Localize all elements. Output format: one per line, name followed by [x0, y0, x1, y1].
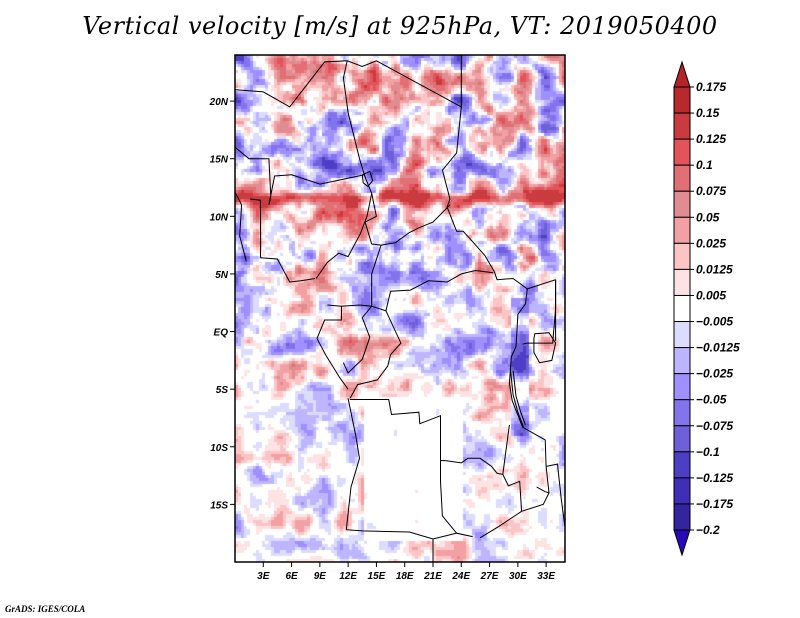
colorbar-cell — [673, 112, 691, 140]
border-line — [364, 193, 451, 246]
colorbar-label: 0.075 — [696, 184, 726, 198]
lake-outline — [533, 332, 557, 364]
border-line — [536, 486, 550, 494]
border-line — [341, 304, 373, 374]
y-tick-label: 15N — [210, 155, 229, 166]
x-tick-label: 33E — [537, 571, 555, 582]
x-tick-label: 21E — [423, 571, 442, 582]
y-tick-label: 15S — [210, 500, 228, 511]
colorbar-label: −0.175 — [696, 497, 733, 511]
colorbar-cell — [673, 321, 691, 349]
colorbar-cell — [673, 503, 691, 531]
colorbar-cell — [673, 190, 691, 218]
border-line — [349, 310, 402, 399]
x-tick-label: 6E — [285, 571, 298, 582]
border-line — [260, 257, 316, 283]
x-tick-label: 9E — [314, 571, 327, 582]
y-tick-label: 10N — [210, 212, 229, 223]
colorbar-cell — [673, 477, 691, 505]
colorbar-cell — [673, 268, 691, 296]
country-borders — [234, 55, 566, 562]
border-line — [479, 288, 550, 539]
colorbar-label: −0.2 — [696, 523, 720, 537]
colorbar-label: −0.075 — [696, 419, 733, 433]
border-line — [440, 460, 457, 534]
border-line — [512, 370, 526, 426]
colorbar-label: 0.175 — [696, 80, 726, 94]
colorbar-label: 0.15 — [696, 106, 720, 120]
colorbar-top-arrow — [673, 60, 691, 88]
colorbar-label: 0.125 — [696, 132, 726, 146]
x-tick-label: 27E — [480, 571, 499, 582]
colorbar-cell — [673, 86, 691, 114]
velocity-field — [235, 55, 565, 562]
lake-outline — [361, 170, 374, 188]
colorbar-cell — [673, 425, 691, 453]
colorbar-label: 0.025 — [696, 236, 726, 250]
x-tick-label: 12E — [339, 571, 357, 582]
border-line — [546, 463, 566, 528]
colorbar-label: 0.05 — [696, 210, 720, 224]
border-line — [250, 198, 261, 258]
colorbar: 0.175 0.15 0.125 0.1 0.075 0.05 0.025 0.0125 0.0… — [673, 60, 740, 557]
colorbar-label: 0.0125 — [696, 262, 733, 276]
velocity-field-raster — [235, 55, 565, 562]
colorbar-cell — [673, 451, 691, 479]
border-line — [234, 55, 462, 108]
colorbar-cell — [673, 164, 691, 192]
border-line — [316, 304, 349, 390]
x-tick-label: 24E — [451, 571, 470, 582]
border-line — [509, 368, 524, 428]
colorbar-bottom-arrow — [673, 529, 691, 557]
chart-title: Vertical velocity [m/s] at 925hPa, VT: 2… — [82, 12, 718, 40]
colorbar-cell — [673, 347, 691, 375]
y-tick-label: 5N — [215, 270, 229, 281]
border-line — [345, 398, 473, 540]
border-line — [234, 146, 373, 205]
y-tick-label: EQ — [214, 328, 229, 339]
grads-credit: GrADS: IGES/COLA — [5, 604, 86, 614]
colorbar-label: −0.125 — [696, 471, 733, 485]
colorbar-cell — [673, 216, 691, 244]
border-line — [234, 191, 247, 262]
x-tick-label: 30E — [509, 571, 527, 582]
x-tick-label: 18E — [396, 571, 414, 582]
x-tick-label: 3E — [257, 571, 270, 582]
y-tick-label: 10S — [210, 443, 228, 454]
colorbar-cell — [673, 294, 691, 323]
y-axis: 20N 15N 10N 5N EQ 5S 10S 15S — [209, 97, 235, 511]
colorbar-label: −0.025 — [696, 367, 733, 381]
colorbar-label: −0.005 — [696, 315, 733, 329]
border-line — [502, 424, 523, 512]
border-line — [342, 60, 366, 178]
colorbar-label: −0.1 — [696, 445, 720, 459]
border-line — [441, 106, 556, 290]
x-axis: 3E 6E 9E 12E 15E 18E 21E 24E 27E 30E 33E — [257, 562, 555, 582]
colorbar-label: 0.1 — [696, 158, 713, 172]
colorbar-label: −0.05 — [696, 393, 727, 407]
colorbar-label: 0.005 — [696, 288, 726, 302]
y-tick-label: 20N — [209, 97, 229, 108]
y-tick-label: 5S — [216, 385, 229, 396]
map-frame — [234, 54, 566, 563]
colorbar-cell — [673, 399, 691, 427]
colorbar-cell — [673, 242, 691, 270]
colorbar-cell — [673, 138, 691, 166]
colorbar-label: −0.0125 — [696, 341, 740, 355]
colorbar-cell — [673, 373, 691, 401]
border-line — [315, 193, 373, 279]
x-tick-label: 15E — [368, 571, 386, 582]
border-line — [371, 244, 494, 312]
